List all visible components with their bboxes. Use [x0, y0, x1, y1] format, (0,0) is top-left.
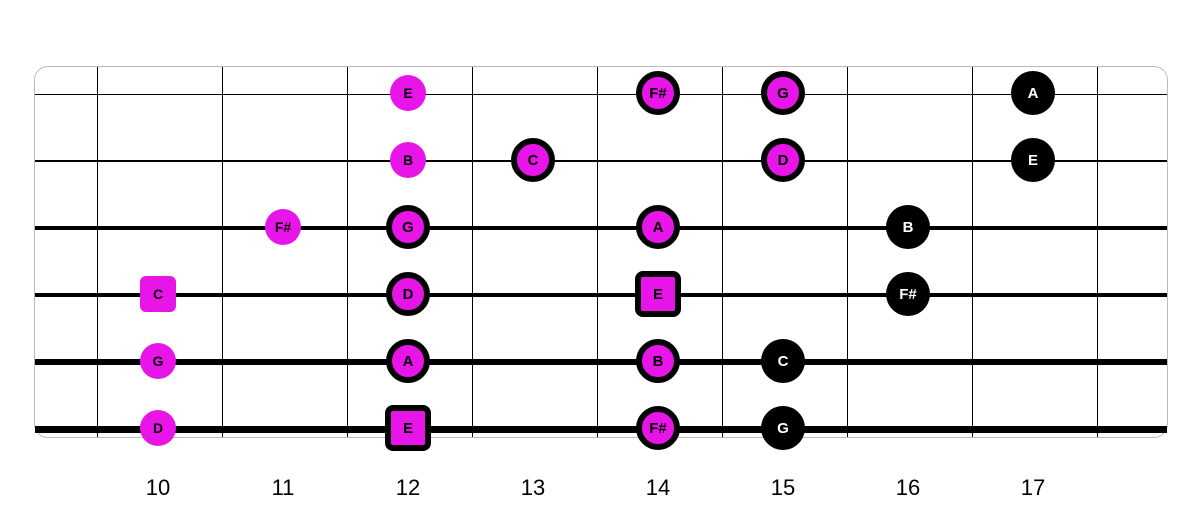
fret-number: 11 [272, 475, 295, 501]
fret-number: 13 [521, 475, 545, 501]
fret-line [597, 67, 598, 437]
note-marker: C [761, 339, 805, 383]
note-label: E [653, 286, 663, 303]
note-label: C [778, 353, 789, 370]
note-label: A [403, 353, 414, 370]
note-marker: G [386, 205, 430, 249]
fret-number: 14 [646, 475, 670, 501]
note-marker: F# [636, 406, 680, 450]
string-line [35, 160, 1167, 162]
note-marker: A [636, 205, 680, 249]
fret-number: 17 [1021, 475, 1045, 501]
note-label: F# [899, 286, 917, 303]
note-marker: E [385, 405, 431, 451]
note-marker: F# [886, 272, 930, 316]
note-marker: G [140, 343, 176, 379]
note-label: A [1028, 85, 1039, 102]
note-marker: B [886, 205, 930, 249]
string-line [35, 94, 1167, 95]
fret-line [1097, 67, 1098, 437]
string-line [35, 426, 1167, 433]
fret-number: 10 [146, 475, 170, 501]
note-label: E [1028, 152, 1038, 169]
note-label: C [153, 286, 163, 302]
note-marker: B [636, 339, 680, 383]
note-label: G [153, 353, 164, 369]
note-label: G [777, 85, 789, 102]
note-marker: F# [636, 71, 680, 115]
string-line [35, 359, 1167, 365]
note-marker: D [761, 138, 805, 182]
fret-line [847, 67, 848, 437]
fretboard-diagram: 10 11 12 13 14 15 16 17 E F# G A B C D E F# G A B C D E F# G A B C D… [0, 0, 1200, 510]
note-marker: G [761, 406, 805, 450]
fret-line [97, 67, 98, 437]
string-line [35, 226, 1167, 229]
note-marker: D [386, 272, 430, 316]
fret-line [347, 67, 348, 437]
note-label: B [903, 219, 914, 236]
fret-line [472, 67, 473, 437]
fret-number: 16 [896, 475, 920, 501]
fretboard-box [34, 66, 1168, 438]
fret-number: 15 [771, 475, 795, 501]
note-label: E [403, 85, 412, 101]
note-marker: A [1011, 71, 1055, 115]
note-label: F# [649, 420, 667, 437]
fret-line [222, 67, 223, 437]
note-marker: E [1011, 138, 1055, 182]
note-label: B [653, 353, 664, 370]
note-label: D [403, 286, 414, 303]
note-label: G [777, 420, 789, 437]
fret-number: 12 [396, 475, 420, 501]
note-marker: C [140, 276, 176, 312]
note-label: G [402, 219, 414, 236]
note-label: D [153, 420, 163, 436]
note-label: F# [275, 219, 291, 235]
note-marker: G [761, 71, 805, 115]
note-label: A [653, 219, 664, 236]
fret-line [722, 67, 723, 437]
note-marker: E [635, 271, 681, 317]
note-marker: D [140, 410, 176, 446]
note-label: B [403, 152, 413, 168]
note-marker: A [386, 339, 430, 383]
note-label: D [778, 152, 789, 169]
fret-line [972, 67, 973, 437]
note-label: E [403, 420, 413, 437]
string-line [35, 293, 1167, 298]
note-marker: F# [265, 209, 301, 245]
note-marker: B [390, 142, 426, 178]
note-marker: C [511, 138, 555, 182]
note-label: C [528, 152, 539, 169]
note-marker: E [390, 75, 426, 111]
note-label: F# [649, 85, 667, 102]
